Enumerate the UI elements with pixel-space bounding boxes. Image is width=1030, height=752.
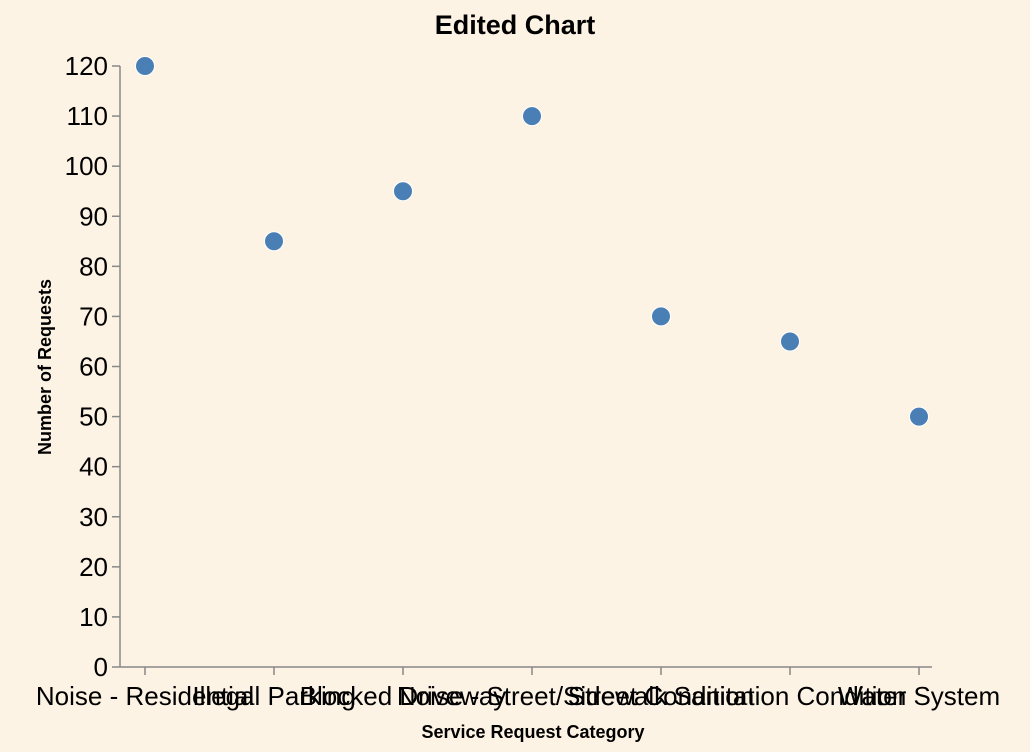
y-tick-label: 60 [79,352,108,382]
y-tick-label: 0 [94,652,108,682]
x-tick-label: Noise - Street/Sidewalk [397,681,668,711]
y-tick-label: 30 [79,502,108,532]
y-tick-label: 10 [79,602,108,632]
x-tick-label: Illegal Parking [192,681,355,711]
data-point [135,56,155,76]
chart-title: Edited Chart [435,10,596,40]
y-tick-label: 120 [65,51,108,81]
y-tick-label: 90 [79,201,108,231]
data-point [780,331,800,352]
y-tick-label: 70 [79,301,108,331]
data-point [909,406,929,427]
data-point [651,306,671,327]
y-tick-label: 100 [65,151,108,181]
y-tick-label: 20 [79,552,108,582]
x-tick-label: Noise - Residential [36,681,254,711]
data-points [135,56,929,427]
y-tick-label: 110 [67,101,108,131]
x-tick-label: Blocked Driveway [300,681,507,711]
x-axis-title: Service Request Category [421,722,644,742]
y-axis-title: Number of Requests [35,279,55,455]
data-point [264,231,284,252]
y-axis: 0 10 20 30 40 50 60 70 80 90 100 110 120 [65,51,121,682]
x-tick-label: Sanitation Condition [674,681,907,711]
x-tick-label: Street Condition [568,681,754,711]
y-tick-label: 40 [79,452,108,482]
y-tick-label: 50 [79,402,108,432]
data-point [522,106,542,127]
y-tick-label: 80 [79,251,108,281]
x-tick-label: Water System [838,681,1000,711]
data-point [393,181,413,202]
